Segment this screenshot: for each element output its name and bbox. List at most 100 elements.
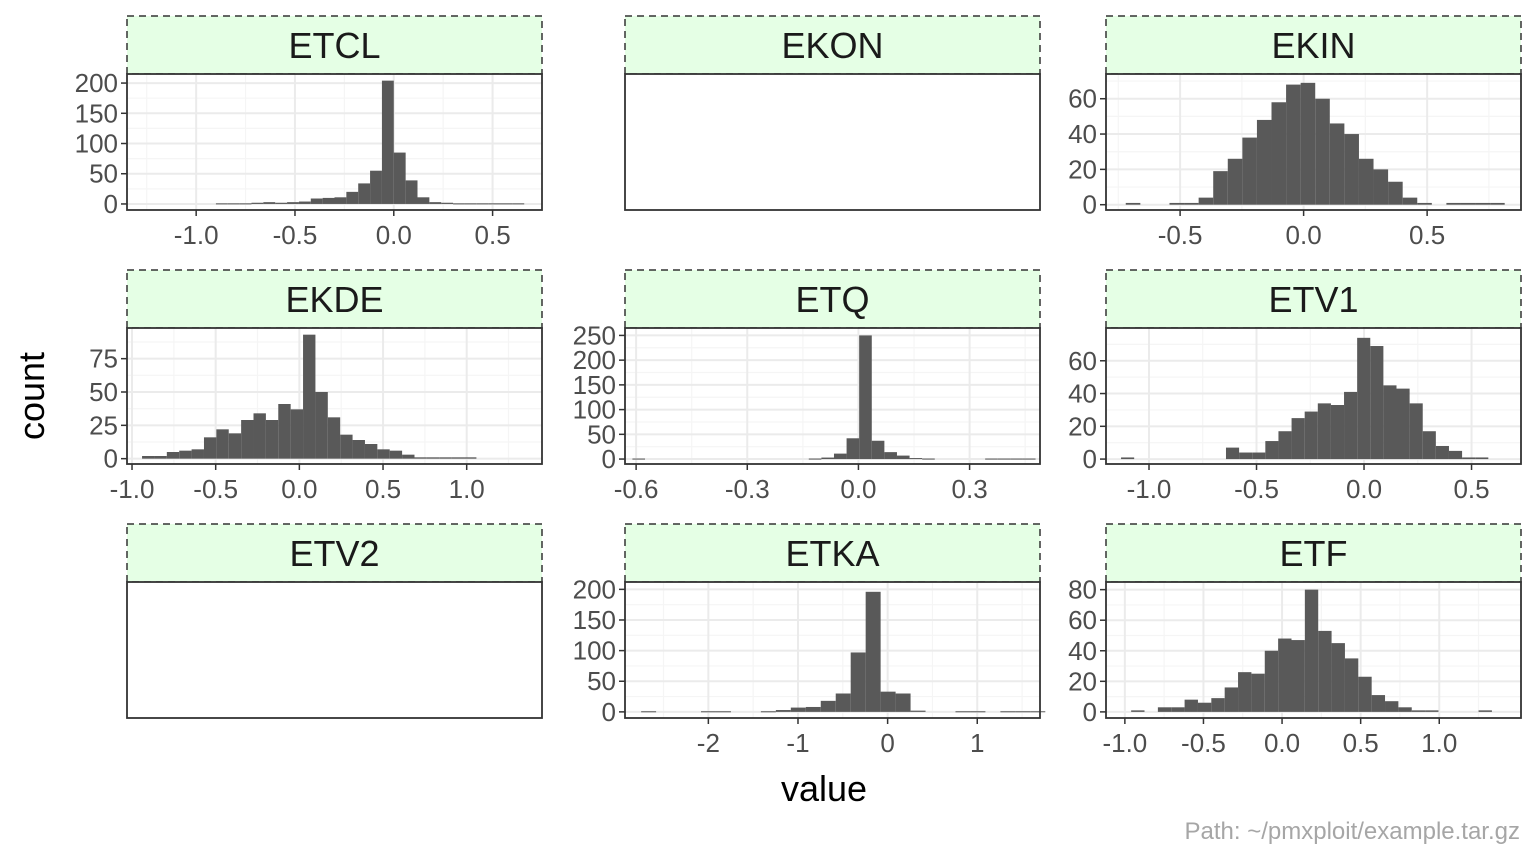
bar bbox=[880, 691, 896, 712]
x-tick-label: 0.0 bbox=[1264, 728, 1300, 758]
y-tick-label: 0 bbox=[1083, 444, 1097, 474]
panel-border-ekin bbox=[1105, 73, 1522, 211]
bar bbox=[833, 453, 847, 460]
bar bbox=[641, 711, 657, 713]
y-tick-label: 200 bbox=[573, 345, 616, 375]
strip-etv2 bbox=[126, 523, 543, 583]
x-tick-label: 0.5 bbox=[365, 474, 401, 504]
bar bbox=[1278, 638, 1292, 712]
panel-border-ekon bbox=[624, 73, 1041, 211]
bar bbox=[846, 438, 860, 460]
strip-title-ekde: EKDE bbox=[285, 279, 383, 320]
strip-etq bbox=[624, 269, 1041, 329]
panel-bg-etcl bbox=[127, 74, 542, 210]
bar bbox=[1251, 673, 1265, 712]
bar bbox=[1227, 158, 1243, 205]
bar bbox=[1015, 711, 1031, 713]
bar bbox=[298, 201, 311, 204]
y-axis-title: count bbox=[11, 351, 52, 441]
bar bbox=[405, 180, 418, 204]
bar bbox=[364, 444, 378, 459]
bar bbox=[263, 202, 276, 204]
y-tick-label: 150 bbox=[573, 370, 616, 400]
bar bbox=[334, 197, 347, 204]
bar bbox=[227, 203, 240, 205]
bar bbox=[1224, 687, 1239, 712]
y-tick-label: 100 bbox=[75, 129, 118, 159]
bar bbox=[203, 437, 217, 459]
bar bbox=[464, 203, 477, 205]
x-tick-label: -1 bbox=[786, 728, 809, 758]
bar bbox=[1446, 202, 1461, 205]
bar bbox=[439, 457, 452, 459]
bar bbox=[1265, 441, 1279, 460]
y-tick-label: 100 bbox=[573, 395, 616, 425]
y-tick-label: 50 bbox=[89, 377, 118, 407]
bar bbox=[340, 434, 353, 459]
panel-border-etka bbox=[624, 581, 1041, 719]
bar bbox=[632, 458, 646, 460]
x-axis-title: value bbox=[780, 768, 868, 809]
panel-border-etv2 bbox=[126, 581, 543, 719]
bar bbox=[216, 429, 229, 459]
x-tick-label: -1.0 bbox=[1102, 728, 1147, 758]
x-tick-label: -2 bbox=[697, 728, 720, 758]
bar bbox=[166, 452, 180, 459]
y-tick-label: 40 bbox=[1068, 379, 1097, 409]
bar bbox=[1264, 650, 1279, 712]
bar bbox=[1291, 418, 1305, 460]
bar bbox=[488, 203, 501, 205]
bar bbox=[322, 197, 335, 204]
bar bbox=[389, 450, 403, 459]
strip-title-etv1: ETV1 bbox=[1268, 279, 1358, 320]
bar bbox=[1318, 630, 1332, 712]
x-tick-label: -1.0 bbox=[110, 474, 155, 504]
x-tick-label: 0.5 bbox=[1409, 220, 1445, 250]
bar bbox=[997, 458, 1011, 460]
bar bbox=[1417, 202, 1432, 205]
x-tick-label: 0 bbox=[880, 728, 894, 758]
bar bbox=[315, 392, 328, 459]
y-tick-label: 0 bbox=[104, 189, 118, 219]
bar bbox=[287, 202, 299, 204]
bar bbox=[1344, 658, 1359, 712]
x-tick-label: 0.0 bbox=[281, 474, 317, 504]
bar bbox=[251, 202, 264, 204]
bar bbox=[1358, 676, 1372, 712]
bar bbox=[790, 707, 806, 712]
bar bbox=[1169, 202, 1185, 205]
bar bbox=[1238, 672, 1252, 712]
panel-border-etf bbox=[1105, 581, 1522, 719]
bar bbox=[512, 203, 525, 205]
bar bbox=[884, 452, 897, 460]
facet-ekon: EKON bbox=[624, 15, 1041, 211]
bar bbox=[871, 440, 885, 460]
strip-title-etka: ETKA bbox=[785, 533, 879, 574]
y-tick-label: 60 bbox=[1068, 346, 1097, 376]
bar bbox=[1448, 450, 1463, 460]
x-tick-label: -1.0 bbox=[174, 220, 219, 250]
bar bbox=[1291, 640, 1305, 712]
bar bbox=[865, 591, 881, 712]
bar bbox=[1184, 202, 1199, 205]
x-tick-label: 0.5 bbox=[1343, 728, 1379, 758]
bar bbox=[303, 334, 316, 459]
bar bbox=[1475, 202, 1491, 205]
bar bbox=[191, 449, 204, 459]
x-tick-label: 0.0 bbox=[840, 474, 876, 504]
bar bbox=[464, 457, 477, 459]
bar bbox=[179, 450, 192, 459]
bar bbox=[1022, 458, 1036, 460]
bar bbox=[1411, 710, 1426, 712]
bar bbox=[1344, 391, 1358, 460]
bar bbox=[352, 440, 365, 459]
y-tick-label: 250 bbox=[573, 320, 616, 350]
bar bbox=[1198, 197, 1214, 205]
x-tick-label: -0.5 bbox=[273, 220, 318, 250]
bar bbox=[1252, 452, 1266, 460]
strip-title-etcl: ETCL bbox=[288, 25, 380, 66]
bar bbox=[1371, 695, 1386, 712]
bar bbox=[1388, 181, 1403, 205]
bar bbox=[358, 183, 371, 204]
